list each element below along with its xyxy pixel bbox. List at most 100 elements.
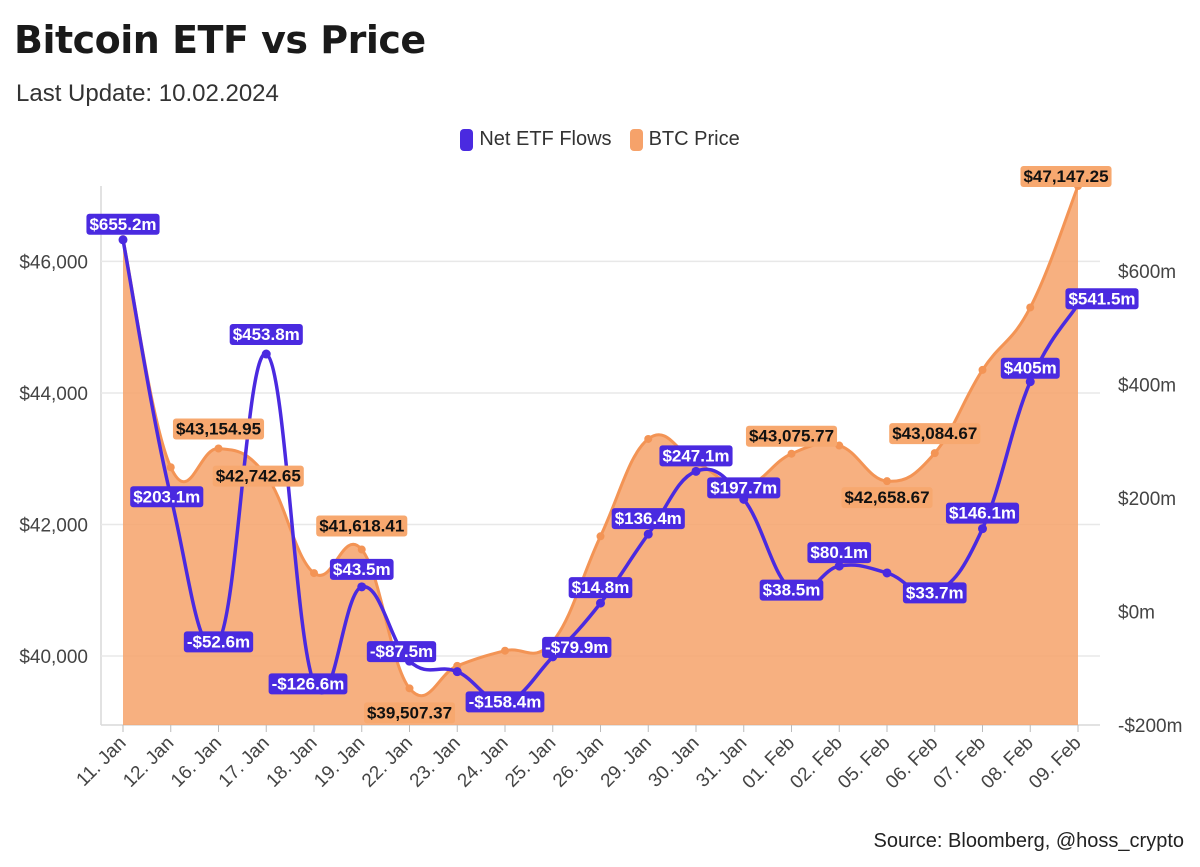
net-etf-flows-data-label: $453.8m	[233, 325, 300, 344]
legend-item-btc-price[interactable]: BTC Price	[629, 128, 740, 151]
y-right-tick-label: $400m	[1118, 376, 1176, 397]
x-tick-label: 23. Jan	[406, 733, 465, 792]
net-etf-flows-data-label-bg	[807, 542, 872, 564]
x-tick-label: 29. Jan	[597, 733, 656, 792]
page-title: Bitcoin ETF vs Price	[14, 18, 426, 62]
btc-price-data-label-bg	[889, 423, 981, 445]
x-tick-label: 16. Jan	[167, 733, 226, 792]
net-etf-flows-data-label: $43.5m	[333, 560, 391, 579]
net-etf-flows-data-label: -$79.9m	[545, 638, 608, 657]
btc-price-data-label: $43,154.95	[176, 420, 261, 439]
net-etf-flows-data-label-bg	[1065, 288, 1139, 310]
btc-price-data-label-bg	[316, 515, 408, 537]
btc-price-point	[644, 434, 653, 443]
net-etf-flows-point	[691, 466, 701, 476]
net-etf-flows-data-label: $38.5m	[763, 581, 821, 600]
btc-price-point	[787, 449, 796, 458]
legend-label-btc-price: BTC Price	[648, 128, 740, 150]
btc-price-data-label: $42,658.67	[844, 488, 929, 507]
x-tick-label: 24. Jan	[454, 733, 513, 792]
net-etf-flows-data-label: -$52.6m	[187, 632, 250, 651]
net-etf-flows-data-label-bg	[366, 641, 437, 663]
net-etf-flows-point	[978, 524, 987, 534]
source-credit: Source: Bloomberg, @hoss_crypto	[873, 830, 1184, 852]
x-tick-label: 08. Feb	[977, 733, 1037, 793]
net-etf-flows-data-label: $33.7m	[906, 583, 964, 602]
x-tick-label: 01. Feb	[739, 733, 799, 793]
y-left-tick-label: $40,000	[19, 647, 88, 668]
net-etf-flows-data-label-bg	[707, 477, 781, 499]
x-tick-label: 02. Feb	[786, 733, 846, 793]
net-etf-flows-data-label-bg	[86, 213, 160, 235]
y-left-tick-label: $46,000	[19, 252, 88, 273]
btc-price-point	[978, 365, 987, 374]
btc-price-point	[357, 545, 366, 554]
net-etf-flows-data-label-bg	[902, 582, 967, 604]
btc-price-point	[214, 444, 223, 453]
x-tick-label: 19. Jan	[310, 733, 369, 792]
btc-price-point	[501, 646, 509, 655]
net-etf-flows-data-label: $203.1m	[133, 487, 200, 506]
btc-price-data-label-bg	[172, 418, 265, 440]
btc-price-data-label: $42,742.65	[216, 467, 301, 486]
net-etf-flows-data-label-bg	[183, 631, 254, 653]
net-etf-flows-data-label: $146.1m	[949, 504, 1016, 523]
btc-price-point	[930, 449, 939, 458]
x-tick-label: 25. Jan	[501, 733, 560, 792]
y-right-tick-label: -$200m	[1118, 716, 1182, 737]
btc-price-data-label-bg	[212, 465, 304, 487]
x-tick-label: 22. Jan	[358, 733, 417, 792]
x-tick-label: 09. Feb	[1025, 733, 1085, 793]
net-etf-flows-data-label-bg	[945, 502, 1020, 524]
net-etf-flows-data-label: $136.4m	[615, 509, 682, 528]
btc-price-data-label: $43,084.67	[892, 424, 977, 443]
net-etf-flows-point	[452, 667, 462, 677]
btc-price-data-label-bg	[1020, 166, 1112, 187]
x-tick-label: 12. Jan	[119, 733, 178, 792]
y-right-tick-label: $200m	[1118, 489, 1176, 510]
net-etf-flows-data-label-bg	[465, 691, 545, 713]
x-tick-label: 05. Feb	[834, 733, 894, 793]
btc-price-point	[405, 684, 414, 693]
btc-price-data-label: $47,147.25	[1023, 167, 1108, 186]
net-etf-flows-data-label: $247.1m	[662, 446, 729, 465]
btc-price-point	[310, 569, 318, 578]
net-etf-flows-data-label-bg	[329, 558, 394, 580]
net-etf-flows-data-label: -$87.5m	[370, 642, 433, 661]
btc-price-point	[166, 463, 175, 472]
net-etf-flows-data-label: $405m	[1004, 359, 1057, 378]
chart-legend: Net ETF Flows BTC Price	[0, 128, 1200, 151]
btc-price-point	[596, 532, 605, 541]
x-tick-label: 26. Jan	[549, 733, 608, 792]
last-update-subtitle: Last Update: 10.02.2024	[16, 80, 279, 107]
net-etf-flows-data-label: $541.5m	[1068, 289, 1135, 308]
net-etf-flows-data-label-bg	[229, 324, 303, 346]
net-etf-flows-data-label-bg	[568, 577, 633, 599]
net-etf-flows-data-label-bg	[542, 636, 612, 658]
y-left-tick-label: $42,000	[19, 515, 88, 536]
net-etf-flows-data-label-bg	[130, 486, 204, 508]
x-tick-label: 18. Jan	[263, 733, 322, 792]
net-etf-flows-data-label: $197.7m	[710, 478, 777, 497]
net-etf-flows-data-label: -$126.6m	[272, 674, 345, 693]
net-etf-flows-data-label: $14.8m	[572, 578, 630, 597]
net-etf-flows-point	[118, 235, 128, 245]
legend-item-net-etf-flows[interactable]: Net ETF Flows	[460, 128, 612, 151]
net-etf-flows-point	[643, 529, 653, 539]
x-tick-label: 11. Jan	[73, 733, 131, 791]
net-etf-flows-data-label-bg	[611, 508, 685, 530]
net-etf-flows-data-label-bg	[1000, 357, 1060, 379]
net-etf-flows-data-label-bg	[268, 673, 348, 695]
btc-price-data-label-bg	[841, 487, 933, 509]
legend-swatch-btc-price	[629, 128, 643, 151]
btc-price-point	[835, 441, 844, 450]
btc-price-point	[883, 477, 891, 486]
btc-price-data-label: $39,507.37	[367, 703, 452, 722]
net-etf-flows-point	[596, 598, 605, 608]
net-etf-flows-data-label: -$158.4m	[469, 692, 542, 711]
legend-label-net-etf-flows: Net ETF Flows	[479, 128, 612, 150]
y-left-tick-label: $44,000	[19, 384, 88, 405]
btc-price-data-label-bg	[745, 425, 838, 447]
net-etf-flows-data-label: $80.1m	[810, 543, 868, 562]
